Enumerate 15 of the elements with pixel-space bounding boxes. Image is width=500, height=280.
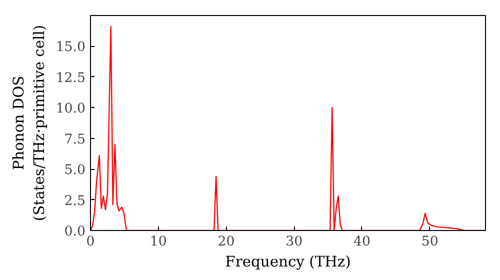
x-tick-label: 40: [354, 234, 370, 250]
x-tick-label: 30: [286, 234, 303, 250]
y-axis-title: Phonon DOS (States/THz·primitive cell): [10, 24, 48, 222]
x-tick-label: 20: [218, 234, 235, 250]
x-axis-title: Frequency (THz): [225, 254, 351, 270]
y-tick-label: 15.0: [56, 40, 86, 56]
x-tick-label: 0: [86, 234, 95, 250]
y-tick-label: 12.5: [56, 70, 86, 86]
y-tick-label: 10.0: [56, 102, 86, 117]
x-tick-label: 10: [150, 234, 167, 250]
y-tick-label: 5.0: [64, 163, 86, 178]
y-tick-label: 2.5: [64, 194, 86, 209]
x-tick-label: 50: [421, 234, 438, 250]
y-tick-label: 0.0: [64, 224, 86, 240]
y-tick-label: 7.5: [64, 132, 86, 148]
